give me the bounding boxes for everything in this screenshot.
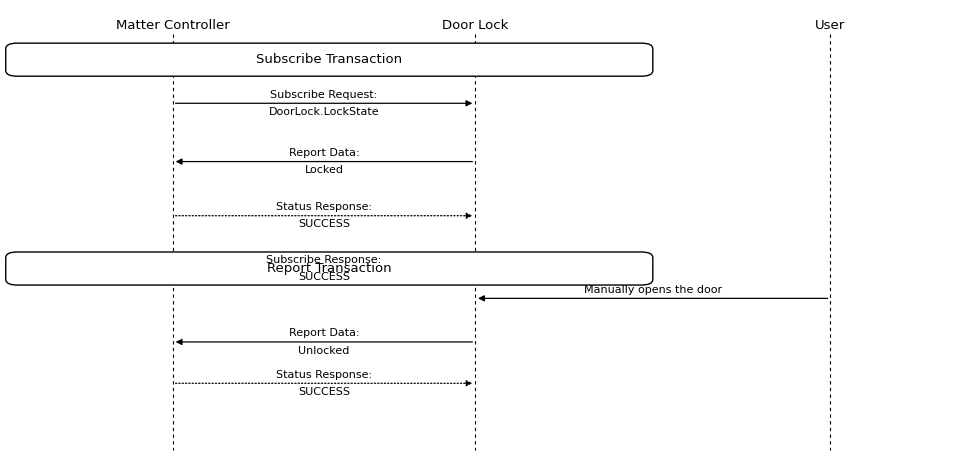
Text: Door Lock: Door Lock bbox=[442, 19, 509, 32]
Text: User: User bbox=[815, 19, 846, 32]
Text: Unlocked: Unlocked bbox=[299, 346, 349, 356]
Text: Subscribe Request:: Subscribe Request: bbox=[271, 90, 377, 100]
Text: Manually opens the door: Manually opens the door bbox=[584, 285, 722, 295]
FancyBboxPatch shape bbox=[6, 43, 653, 76]
Text: SUCCESS: SUCCESS bbox=[298, 387, 350, 397]
Text: Locked: Locked bbox=[304, 165, 344, 175]
Text: Report Data:: Report Data: bbox=[289, 148, 359, 158]
Text: DoorLock.LockState: DoorLock.LockState bbox=[269, 107, 379, 117]
Text: Status Response:: Status Response: bbox=[276, 369, 372, 380]
Text: Subscribe Transaction: Subscribe Transaction bbox=[256, 53, 402, 66]
Text: Matter Controller: Matter Controller bbox=[116, 19, 229, 32]
Text: Report Data:: Report Data: bbox=[289, 328, 359, 338]
Text: SUCCESS: SUCCESS bbox=[298, 219, 350, 230]
FancyBboxPatch shape bbox=[6, 252, 653, 285]
Text: Status Response:: Status Response: bbox=[276, 202, 372, 212]
Text: Subscribe Response:: Subscribe Response: bbox=[266, 255, 382, 265]
Text: Report Transaction: Report Transaction bbox=[267, 262, 392, 275]
Text: SUCCESS: SUCCESS bbox=[298, 272, 350, 282]
